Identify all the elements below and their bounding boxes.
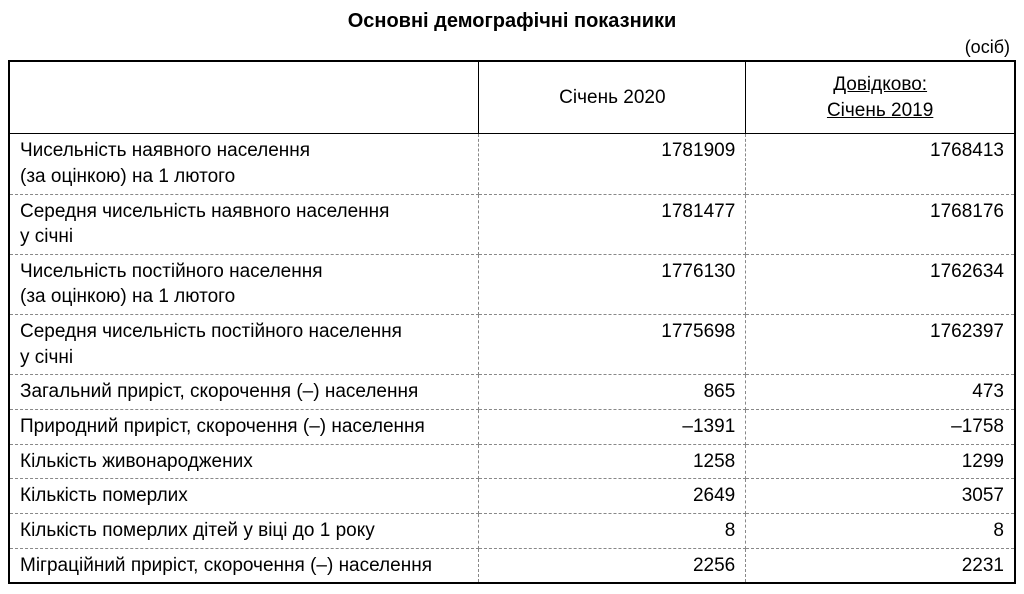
header-row: Січень 2020 Довідково: Січень 2019 [9,61,1015,134]
value-col2: 1762397 [746,315,1015,375]
header-col2: Довідково: Січень 2019 [746,61,1015,134]
table-row: Загальний приріст, скорочення (–) населе… [9,375,1015,410]
header-indicator [9,61,479,134]
indicator-cell: Кількість померлих дітей у віці до 1 рок… [9,513,479,548]
value-col2: 473 [746,375,1015,410]
value-col1: 8 [479,513,746,548]
table-row: Кількість живонароджених12581299 [9,444,1015,479]
indicator-cell: Середня чисельність постійного населення… [9,315,479,375]
value-col2: 3057 [746,479,1015,514]
header-col2-line2: Січень 2019 [827,100,933,121]
value-col2: 1768176 [746,194,1015,254]
indicator-cell: Кількість померлих [9,479,479,514]
table-row: Середня чисельність наявного населенняу … [9,194,1015,254]
value-col2: 1299 [746,444,1015,479]
value-col1: 2649 [479,479,746,514]
table-row: Природний приріст, скорочення (–) населе… [9,410,1015,445]
header-col1: Січень 2020 [479,61,746,134]
value-col1: –1391 [479,410,746,445]
value-col1: 2256 [479,548,746,583]
value-col2: 2231 [746,548,1015,583]
indicator-cell: Середня чисельність наявного населенняу … [9,194,479,254]
value-col2: 1762634 [746,254,1015,314]
table-row: Кількість померлих26493057 [9,479,1015,514]
value-col1: 1781909 [479,134,746,194]
indicator-cell: Міграційний приріст, скорочення (–) насе… [9,548,479,583]
indicator-cell: Загальний приріст, скорочення (–) населе… [9,375,479,410]
table-row: Міграційний приріст, скорочення (–) насе… [9,548,1015,583]
value-col1: 865 [479,375,746,410]
table-row: Кількість померлих дітей у віці до 1 рок… [9,513,1015,548]
page-title: Основні демографічні показники [8,10,1016,33]
indicator-cell: Чисельність наявного населення(за оцінко… [9,134,479,194]
table-row: Чисельність постійного населення(за оцін… [9,254,1015,314]
unit-label: (осіб) [8,37,1016,58]
indicator-cell: Природний приріст, скорочення (–) населе… [9,410,479,445]
value-col1: 1781477 [479,194,746,254]
indicator-cell: Кількість живонароджених [9,444,479,479]
value-col2: 8 [746,513,1015,548]
indicator-cell: Чисельність постійного населення(за оцін… [9,254,479,314]
table-body: Чисельність наявного населення(за оцінко… [9,134,1015,583]
table-row: Чисельність наявного населення(за оцінко… [9,134,1015,194]
value-col1: 1775698 [479,315,746,375]
value-col2: 1768413 [746,134,1015,194]
demographics-table: Січень 2020 Довідково: Січень 2019 Чисел… [8,60,1016,584]
header-col2-line1: Довідково: [833,74,927,95]
value-col1: 1258 [479,444,746,479]
value-col1: 1776130 [479,254,746,314]
value-col2: –1758 [746,410,1015,445]
table-row: Середня чисельність постійного населення… [9,315,1015,375]
